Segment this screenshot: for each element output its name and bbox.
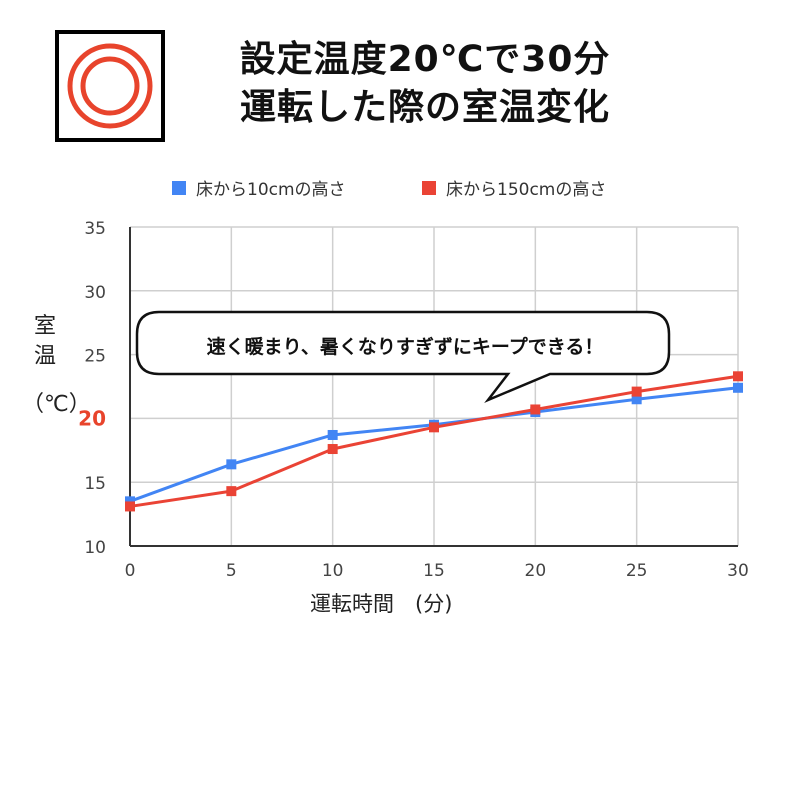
- x-tick-label: 30: [727, 561, 749, 581]
- chart-title: 設定温度20℃で30分 運転した際の室温変化: [190, 36, 660, 132]
- legend-swatch-floor150: [422, 180, 436, 195]
- y-axis-label-line-2: 温: [33, 344, 56, 369]
- x-tick-label: 0: [125, 561, 136, 581]
- y-axis-label-unit: （℃）: [22, 392, 91, 417]
- x-tick-label: 25: [626, 561, 648, 581]
- data-point-floor10: [125, 496, 135, 507]
- legend-item-floor10: 床から10cmの高さ: [172, 175, 346, 200]
- y-tick-label: 35: [84, 219, 106, 239]
- data-point-floor10: [327, 429, 338, 440]
- legend-swatch-floor10: [172, 180, 186, 195]
- y-tick-label: 10: [84, 538, 106, 558]
- y-axis-label-line-1: 室: [33, 314, 56, 339]
- data-point-floor150: [429, 422, 439, 433]
- x-axis-label: 運転時間 (分): [310, 592, 453, 616]
- data-point-floor150: [631, 386, 642, 397]
- x-tick-label: 20: [525, 561, 547, 581]
- data-point-floor150: [125, 501, 135, 512]
- data-point-floor150: [327, 444, 338, 455]
- data-point-floor150: [530, 404, 541, 415]
- x-tick-label: 10: [322, 561, 344, 581]
- logo: [55, 30, 165, 142]
- legend: 床から10cmの高さ 床から150cmの高さ: [0, 175, 800, 200]
- title-line-2: 運転した際の室温変化: [239, 87, 610, 128]
- callout-bubble: [135, 310, 671, 403]
- legend-label-floor10: 床から10cmの高さ: [196, 180, 346, 200]
- y-tick-label: 30: [84, 283, 106, 303]
- legend-item-floor150: 床から150cmの高さ: [422, 175, 606, 200]
- data-point-floor150: [226, 486, 237, 497]
- y-tick-label: 25: [84, 347, 106, 367]
- x-tick-label: 5: [226, 561, 237, 581]
- x-tick-label: 15: [423, 561, 445, 581]
- data-point-floor10: [631, 394, 642, 405]
- heater-concentric-circles-icon: [67, 43, 153, 129]
- y-axis-label: 室 温 （℃）: [22, 312, 91, 420]
- y-tick-label: 15: [84, 474, 106, 494]
- data-point-floor150: [733, 371, 743, 382]
- data-point-floor10: [226, 459, 237, 470]
- legend-label-floor150: 床から150cmの高さ: [446, 180, 607, 200]
- title-line-1: 設定温度20℃で30分: [239, 39, 611, 80]
- callout-text: 速く暖まり、暑くなりすぎずにキープできる！: [206, 336, 604, 358]
- y-tick-label: 20: [78, 406, 106, 430]
- data-point-floor10: [733, 382, 743, 393]
